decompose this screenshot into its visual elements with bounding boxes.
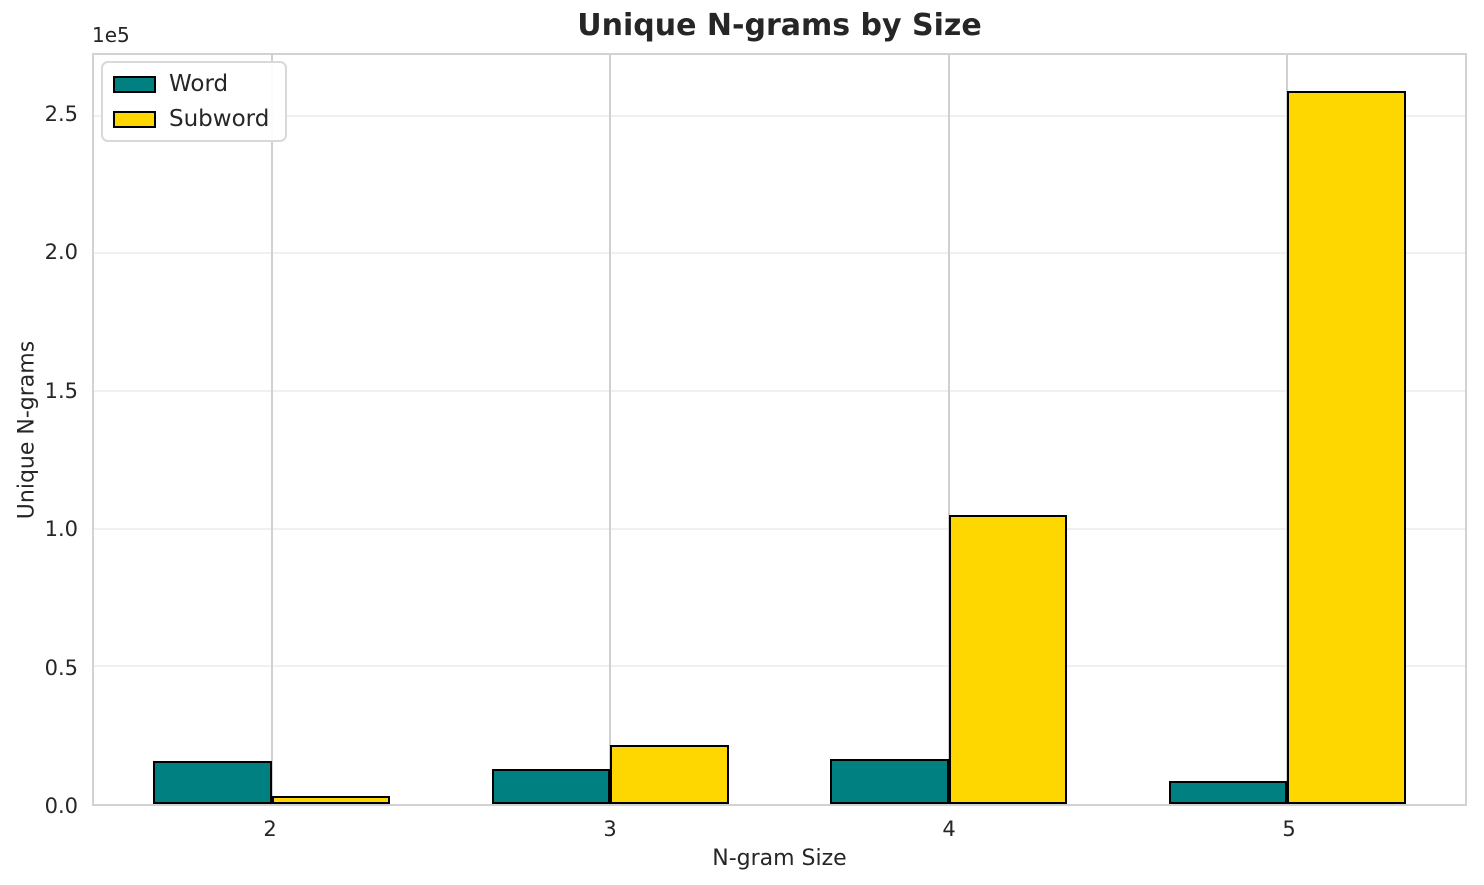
legend: Word Subword <box>101 61 288 142</box>
v-gridline <box>947 55 950 804</box>
y-tick-label: 0.5 <box>44 656 78 680</box>
y-axis-label: Unique N-grams <box>14 340 40 520</box>
bar-word-3 <box>491 769 611 804</box>
chart-title: Unique N-grams by Size <box>577 8 982 43</box>
y-tick-label: 2.5 <box>44 102 78 126</box>
plot-area <box>92 53 1467 806</box>
legend-swatch-word <box>113 75 156 93</box>
bar-subword-5 <box>1287 90 1406 804</box>
y-tick-label: 1.5 <box>44 379 78 403</box>
h-gridline <box>94 252 1465 255</box>
h-gridline <box>94 665 1465 668</box>
x-tick-label: 5 <box>1282 817 1296 841</box>
x-tick-label: 3 <box>603 817 617 841</box>
legend-label-subword: Subword <box>169 106 270 132</box>
h-gridline <box>94 114 1465 117</box>
y-tick-label: 0.0 <box>44 794 78 818</box>
bar-word-2 <box>153 761 272 804</box>
y-tick-label: 2.0 <box>44 240 78 264</box>
bar-subword-2 <box>271 795 391 804</box>
bar-word-5 <box>1168 781 1288 804</box>
legend-item-subword: Subword <box>113 107 269 131</box>
x-axis-label: N-gram Size <box>712 846 847 871</box>
h-gridline <box>94 389 1465 392</box>
legend-label-word: Word <box>169 71 229 97</box>
y-axis-offset-text: 1e5 <box>92 23 130 47</box>
bar-subword-4 <box>948 514 1068 804</box>
v-gridline <box>609 55 612 804</box>
y-tick-label: 1.0 <box>44 517 78 541</box>
h-gridline <box>94 527 1465 530</box>
bar-word-4 <box>830 759 949 804</box>
legend-swatch-subword <box>113 110 156 128</box>
bar-subword-3 <box>610 745 729 804</box>
v-gridline <box>270 55 273 804</box>
legend-item-word: Word <box>113 72 269 96</box>
x-tick-label: 4 <box>942 817 956 841</box>
x-tick-label: 2 <box>263 817 277 841</box>
